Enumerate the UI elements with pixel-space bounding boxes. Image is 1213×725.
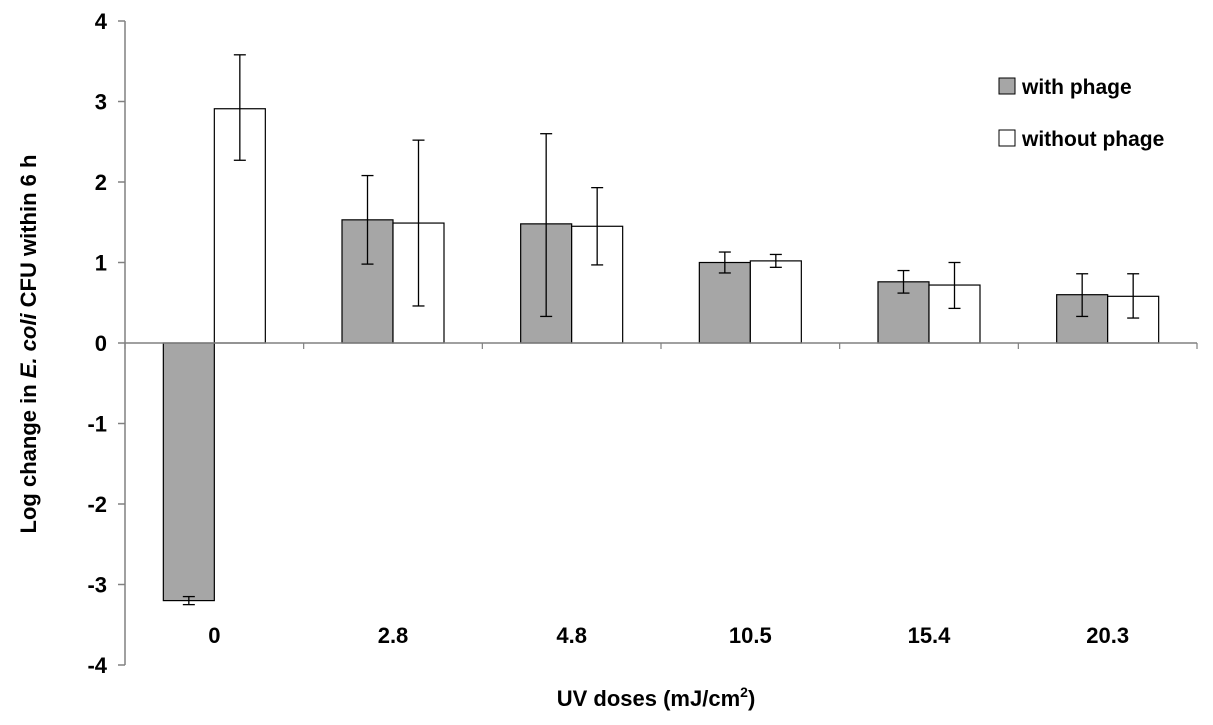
- y-tick-label: -1: [87, 412, 107, 437]
- y-axis-title: Log change in E. coli CFU within 6 h: [16, 155, 41, 534]
- x-category-label: 4.8: [556, 623, 587, 648]
- y-tick-label: -3: [87, 573, 107, 598]
- x-category-label: 20.3: [1086, 623, 1129, 648]
- legend-swatch-without-phage: [998, 129, 1016, 147]
- y-tick-label: -4: [87, 653, 107, 678]
- bar-without-phage: [749, 260, 802, 344]
- legend-label-with-phage: with phage: [1021, 76, 1132, 99]
- y-tick-label: 1: [95, 251, 107, 276]
- legend-swatch-with-phage: [998, 77, 1016, 95]
- y-tick-label: 0: [95, 331, 107, 356]
- y-tick-label: 2: [95, 170, 107, 195]
- legend-label-without-phage: without phage: [1021, 128, 1164, 151]
- x-category-label: 15.4: [908, 623, 952, 648]
- y-tick-label: 4: [95, 9, 108, 34]
- x-axis-title: UV doses (mJ/cm2): [557, 684, 756, 711]
- legend: with phage without phage: [998, 76, 1164, 151]
- error-bars: [182, 54, 1140, 606]
- x-category-label: 10.5: [729, 623, 772, 648]
- x-category-labels: 0 2.8 4.8 10.5 15.4 20.3: [208, 623, 1129, 648]
- x-category-label: 0: [208, 623, 220, 648]
- bars: [162, 108, 1160, 602]
- y-tick-label: 3: [95, 90, 107, 115]
- y-ticks: -4 -3 -2 -1 0 1 2 3 4: [87, 9, 1198, 678]
- y-tick-label: -2: [87, 492, 107, 517]
- bar-with-phage: [162, 342, 215, 602]
- bar-with-phage: [698, 261, 751, 344]
- x-category-label: 2.8: [378, 623, 409, 648]
